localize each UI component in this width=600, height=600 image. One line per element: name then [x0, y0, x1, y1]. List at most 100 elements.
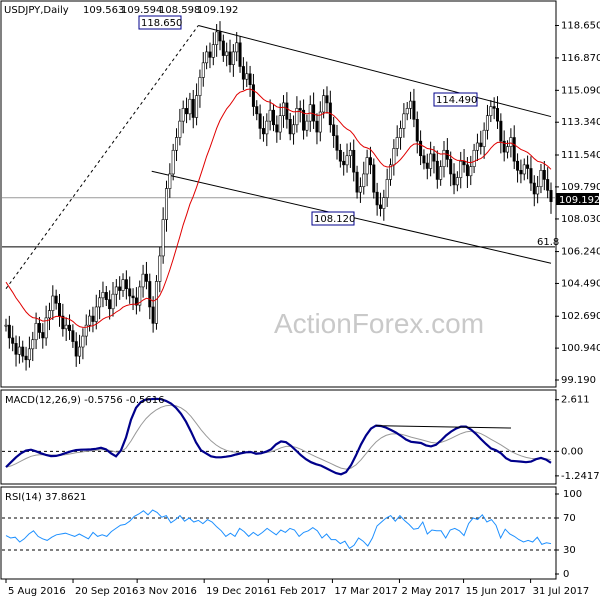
candle-body	[141, 273, 145, 288]
candle-body	[198, 77, 202, 96]
candle-body	[526, 164, 530, 169]
candle-body	[17, 346, 21, 355]
candle-body	[185, 108, 189, 115]
candle-body	[288, 119, 292, 135]
candle-body	[502, 140, 506, 153]
candle-body	[372, 164, 376, 193]
candle-body	[375, 191, 379, 206]
candle-body	[298, 108, 302, 111]
candle-body	[81, 335, 85, 348]
candle-body	[345, 155, 349, 166]
candle-body	[148, 281, 152, 308]
candle-body	[24, 355, 28, 361]
price-tick-label: 111.540	[561, 150, 600, 161]
price-grid	[2, 197, 555, 248]
x-tick-label: 5 Aug 2016	[8, 586, 66, 597]
candle-body	[409, 100, 413, 109]
candle-body	[258, 113, 262, 129]
candle-body	[489, 106, 493, 116]
candle-body	[218, 31, 222, 42]
macd-tick-label: -1.2417	[561, 471, 600, 482]
candle-body	[352, 149, 356, 173]
candle-body	[449, 159, 453, 175]
candle-body	[31, 339, 35, 350]
candle-body	[412, 100, 416, 120]
candle-body	[335, 135, 339, 151]
candle-body	[529, 168, 533, 184]
candle-body	[265, 120, 269, 135]
annotation-mid-high-label: 114.490	[436, 95, 477, 106]
rsi-tick-label: 100	[563, 489, 582, 500]
candle-body	[154, 281, 158, 324]
candle-body	[485, 115, 489, 131]
candle-body	[402, 113, 406, 129]
candle-body	[365, 157, 369, 175]
candle-body	[208, 51, 212, 58]
candle-body	[71, 330, 75, 342]
candle-body	[499, 120, 503, 142]
price-tick-label: 108.030	[561, 214, 600, 225]
x-axis-labels: 5 Aug 2016 20 Sep 2016 3 Nov 2016 19 Dec 20…	[5, 579, 589, 597]
ohlc-low: 108.598	[159, 5, 200, 16]
price-tick-label: 99.190	[561, 375, 596, 386]
candle-body	[118, 286, 122, 291]
candle-body	[305, 120, 309, 131]
candle-body	[509, 137, 513, 147]
candle-body	[121, 279, 125, 291]
candle-body	[405, 108, 409, 115]
candle-body	[94, 306, 98, 322]
candle-body	[322, 95, 326, 113]
candle-body	[144, 273, 148, 282]
candle-body	[459, 160, 463, 178]
candle-body	[542, 170, 546, 180]
price-tick-label: 106.240	[561, 247, 600, 258]
candle-body	[88, 315, 92, 326]
candle-body	[245, 73, 249, 80]
candle-body	[315, 120, 319, 133]
candle-body	[238, 42, 242, 67]
candle-body	[128, 288, 132, 297]
ohlc-high: 109.594	[121, 5, 162, 16]
candle-body	[124, 279, 128, 290]
candle-body	[241, 66, 245, 80]
candle-body	[429, 153, 433, 169]
candle-body	[385, 179, 389, 198]
channel-upper-line	[198, 25, 552, 118]
x-tick-label: 17 Mar 2017	[334, 586, 397, 597]
candle-body	[131, 295, 135, 299]
rsi-tick-label: 0	[563, 569, 569, 580]
candle-body	[164, 188, 168, 220]
price-tick-label: 115.090	[561, 85, 600, 96]
price-tick-label: 100.940	[561, 343, 600, 354]
candle-body	[325, 95, 329, 104]
price-tick-label: 113.340	[561, 117, 600, 128]
candle-body	[251, 84, 255, 107]
candle-body	[378, 204, 382, 209]
rsi-tick-label: 70	[563, 513, 576, 524]
candle-body	[455, 177, 459, 186]
candle-body	[11, 337, 15, 344]
annotation-mid-high: 114.490	[433, 92, 478, 107]
candle-body	[292, 124, 296, 135]
candle-body	[34, 323, 38, 341]
candle-body	[539, 170, 543, 188]
macd-divergence-line	[375, 425, 512, 429]
candle-body	[302, 109, 306, 131]
candle-body	[368, 157, 372, 166]
candle-body	[195, 95, 199, 118]
candle-body	[211, 44, 215, 58]
candle-body	[275, 124, 279, 133]
candle-body	[532, 182, 536, 195]
candle-body	[44, 317, 48, 339]
candle-body	[158, 255, 162, 282]
candle-body	[472, 149, 476, 167]
candle-body	[68, 324, 72, 331]
annotation-low-label: 108.120	[314, 214, 355, 225]
x-tick-label: 1 Feb 2017	[270, 586, 326, 597]
macd-panel-frame	[0, 389, 557, 485]
candle-body	[134, 297, 138, 306]
candle-body	[482, 129, 486, 147]
candle-body	[422, 155, 426, 164]
candle-body	[171, 149, 175, 175]
price-y-ticks: 118.650 116.870 115.090 113.340 111.540 109.7…	[555, 20, 600, 386]
